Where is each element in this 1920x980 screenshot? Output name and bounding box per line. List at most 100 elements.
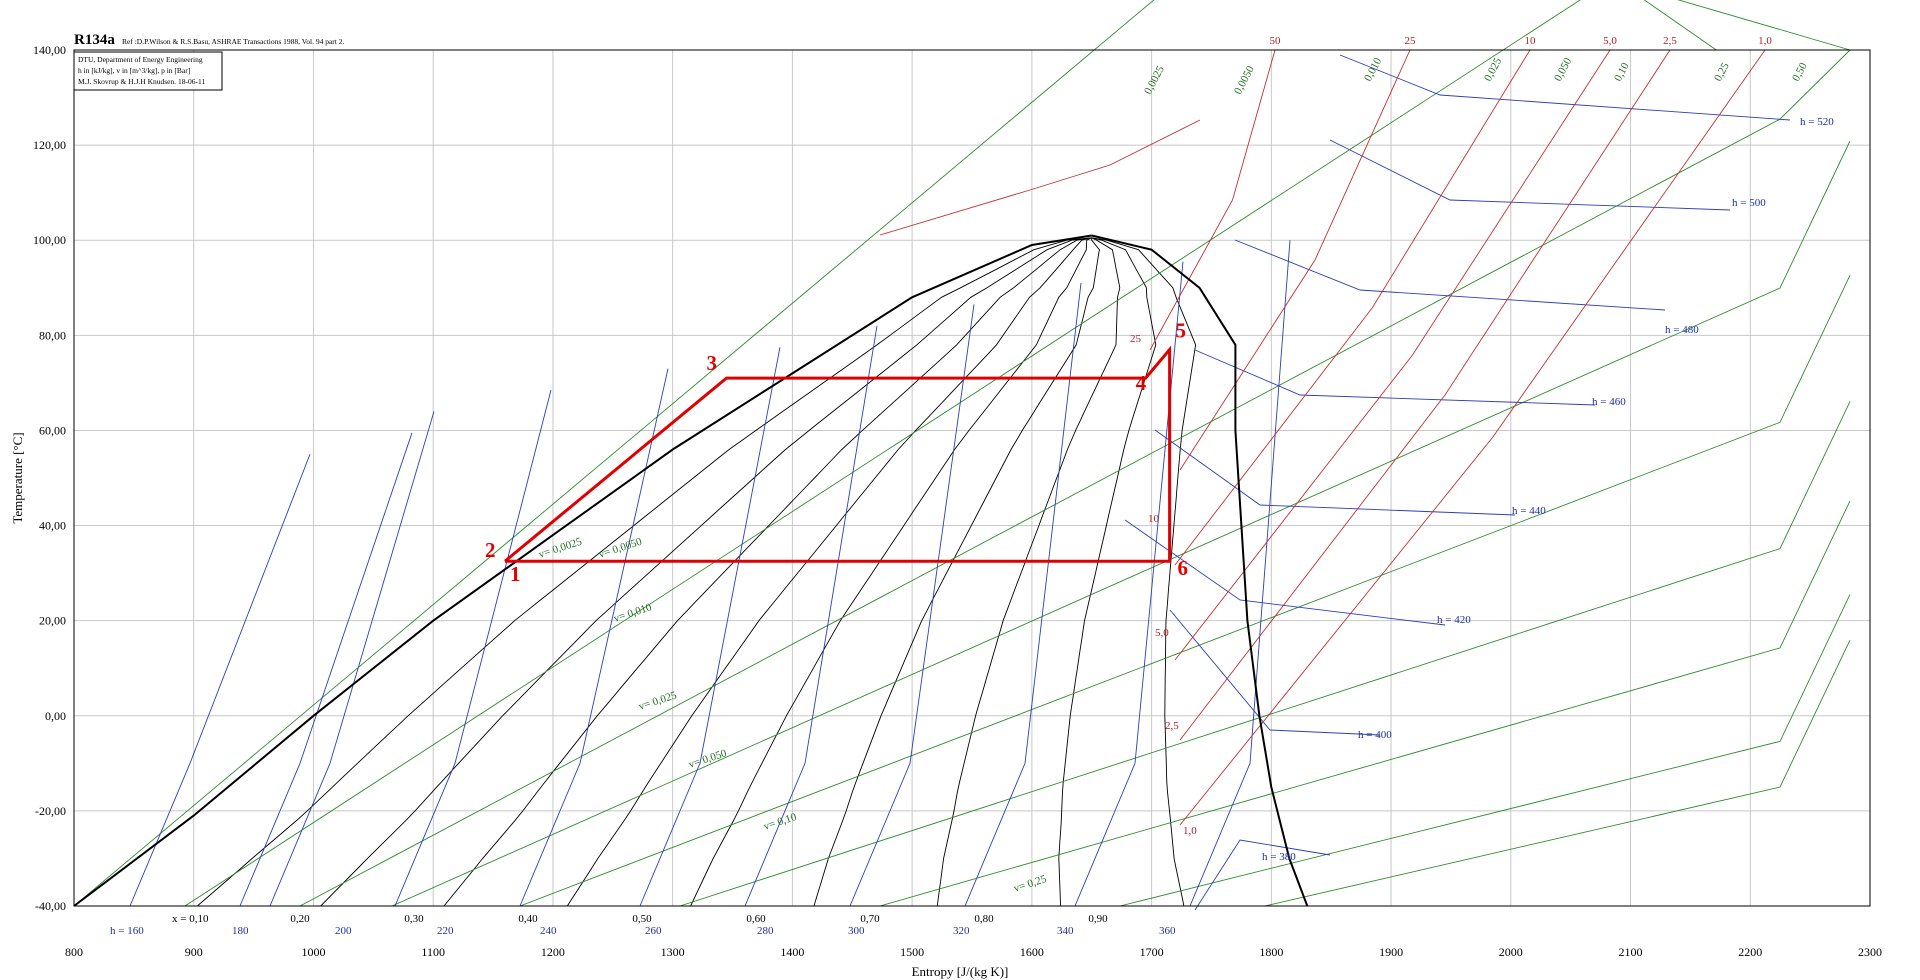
refrigeration-cycle: 12 3 4 5 6	[485, 319, 1188, 587]
pressure-label-inner: 25	[1130, 333, 1142, 345]
quality-label: 0,30	[404, 913, 424, 925]
enthalpy-line	[639, 347, 781, 907]
enthalpy-label: 240	[540, 925, 557, 937]
volume-line	[1119, 594, 1851, 907]
pressure-label: 25	[1405, 35, 1417, 47]
quality-label: 0,50	[632, 913, 652, 925]
pressure-line	[1179, 49, 1766, 826]
x-tick-label: 1000	[301, 945, 325, 959]
enthalpy-label: h = 440	[1512, 505, 1546, 517]
enthalpy-line	[1329, 139, 1731, 211]
cycle-path	[504, 345, 1172, 563]
cycle-point-5: 5	[1176, 319, 1187, 343]
quality-line	[1091, 237, 1197, 907]
enthalpy-line	[1169, 609, 1381, 736]
pressure-line	[1174, 49, 1611, 661]
pressure-line	[1179, 49, 1411, 471]
info-line-1: DTU, Department of Energy Engineering	[78, 55, 203, 64]
x-tick-label: 1300	[661, 945, 685, 959]
enthalpy-label: h = 500	[1732, 197, 1766, 209]
enthalpy-label: 280	[757, 925, 774, 937]
enthalpy-label: 200	[335, 925, 352, 937]
enthalpy-label: h = 480	[1665, 324, 1699, 336]
cycle-point-1: 1	[510, 562, 521, 586]
axis-ticks: 800 900 1000 1100 1200 1300 1400 1500 1600 1700 18…	[33, 43, 1882, 959]
y-tick-label: 140,00	[33, 43, 66, 57]
enthalpy-label: 220	[437, 925, 454, 937]
volume-line	[679, 401, 1851, 907]
x-tick-label: 1400	[780, 945, 804, 959]
enthalpy-line	[1074, 261, 1184, 907]
x-tick-label: 1900	[1379, 945, 1403, 959]
quality-line	[1058, 237, 1157, 907]
enthalpy-line	[519, 368, 669, 907]
volume-line	[879, 500, 1851, 907]
info-line-2: h in [kJ/kg], v in [m^3/kg], p in [Bar]	[78, 66, 190, 75]
enthalpy-line	[1234, 239, 1666, 311]
y-tick-label: -20,00	[35, 804, 66, 818]
x-tick-label: 2100	[1619, 945, 1643, 959]
cycle-point-6: 6	[1178, 556, 1189, 580]
volume-line	[391, 140, 1851, 907]
pressure-label-inner: 1,0	[1183, 825, 1197, 837]
pressure-label: 2,5	[1663, 35, 1677, 47]
enthalpy-label: h = 460	[1592, 396, 1626, 408]
pressure-label-inner: 5,0	[1155, 627, 1169, 639]
property-lines	[73, 0, 1851, 911]
y-tick-label: 100,00	[33, 233, 66, 247]
y-tick-label: 0,00	[45, 709, 66, 723]
pressure-line-50	[879, 119, 1201, 236]
enthalpy-line	[394, 389, 552, 907]
enthalpy-line	[239, 432, 413, 907]
x-tick-label: 2000	[1499, 945, 1523, 959]
saturated-liquid-line	[73, 234, 1092, 907]
enthalpy-label: h = 380	[1262, 851, 1296, 863]
y-tick-label: 120,00	[33, 138, 66, 152]
pressure-label: 10	[1525, 35, 1537, 47]
x-tick-label: 1800	[1259, 945, 1283, 959]
quality-line	[813, 237, 1100, 907]
saturated-vapor-line	[1091, 234, 1309, 907]
enthalpy-line	[1189, 240, 1291, 907]
x-axis-label: Entropy [J/(kg K)]	[912, 964, 1009, 979]
quality-label: x = 0,10	[172, 913, 209, 925]
x-tick-label: 900	[185, 945, 203, 959]
chart-title: R134a	[74, 32, 115, 48]
enthalpy-line	[964, 282, 1082, 907]
quality-line	[936, 237, 1121, 907]
x-tick-label: 1500	[900, 945, 924, 959]
saturation-dome	[73, 234, 1309, 907]
volume-line	[73, 0, 1717, 907]
volume-line	[519, 275, 1851, 907]
enthalpy-line	[1194, 349, 1596, 406]
enthalpy-label: h = 420	[1437, 614, 1471, 626]
enthalpy-label: h = 400	[1358, 729, 1392, 741]
x-tick-label: 2300	[1858, 945, 1882, 959]
enthalpy-line	[1124, 519, 1446, 626]
cycle-point-4: 4	[1136, 371, 1147, 395]
cycle-point-3: 3	[707, 351, 718, 375]
x-tick-label: 2200	[1738, 945, 1762, 959]
y-tick-label: 40,00	[39, 519, 66, 533]
y-tick-label: 20,00	[39, 614, 66, 628]
quality-label: 0,20	[290, 913, 310, 925]
x-tick-label: 1600	[1020, 945, 1044, 959]
volume-line	[1264, 639, 1851, 907]
quality-label: 0,70	[860, 913, 880, 925]
volume-line	[184, 0, 1851, 907]
pressure-line	[1174, 49, 1531, 566]
y-tick-label: 80,00	[39, 328, 66, 342]
quality-line	[690, 237, 1092, 907]
info-line-3: M.J. Skovrup & H.J.H Knudsen. 18-06-11	[78, 77, 205, 86]
y-tick-label: -40,00	[35, 899, 66, 913]
quality-line	[566, 237, 1092, 907]
pressure-label: 1,0	[1758, 35, 1772, 47]
quality-line	[320, 237, 1092, 907]
reference-text: Ref :D.P.Wilson & R.S.Basu, ASHRAE Trans…	[122, 37, 344, 46]
cycle-point-2: 2	[485, 538, 496, 562]
quality-line	[197, 237, 1092, 907]
pressure-label-inner: 2,5	[1165, 720, 1179, 732]
enthalpy-line	[129, 454, 311, 907]
pressure-label: 5,0	[1603, 35, 1617, 47]
